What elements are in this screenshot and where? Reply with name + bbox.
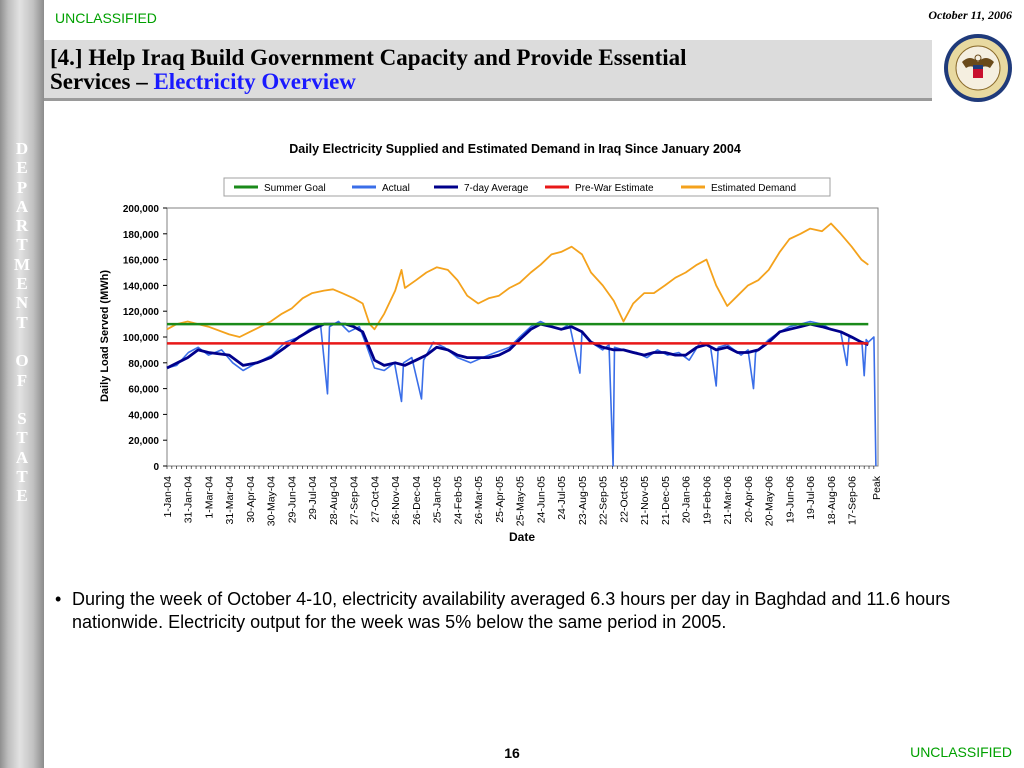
x-tick-label: 20-Jan-06 (681, 476, 693, 523)
y-tick-label: 80,000 (128, 359, 159, 370)
y-tick-label: 60,000 (128, 385, 159, 396)
y-axis-label: Daily Load Served (MWh) (99, 270, 111, 402)
title-line-2-prefix: Services – (50, 69, 154, 94)
x-tick-label: 24-Feb-05 (452, 476, 464, 525)
legend-label: 7-day Average (464, 183, 529, 194)
x-tick-label: 25-May-05 (515, 476, 527, 526)
sidebar-letter (0, 332, 44, 351)
x-tick-label: 1-Jan-04 (162, 476, 174, 518)
sidebar-letter: T (16, 467, 28, 487)
bullet-text: During the week of October 4-10, electri… (72, 589, 951, 632)
x-tick-label: 19-Jun-06 (784, 476, 796, 523)
y-tick-label: 40,000 (128, 410, 159, 421)
sidebar-letter: R (15, 216, 29, 236)
x-tick-label: 21-Dec-05 (660, 476, 672, 525)
x-tick-label: 24-Jun-05 (535, 476, 547, 523)
x-tick-label: 1-Mar-04 (203, 476, 215, 519)
x-tick-label: 31-Mar-04 (224, 476, 236, 525)
sidebar-letter (0, 390, 44, 409)
sidebar-letter: D (15, 139, 29, 158)
x-tick-label: 31-Jan-04 (183, 476, 195, 523)
x-tick-label: Peak (871, 475, 883, 500)
x-tick-label: 17-Sep-06 (847, 476, 859, 525)
y-tick-label: 160,000 (123, 256, 160, 267)
sidebar-letter: T (16, 428, 28, 448)
x-tick-label: 27-Oct-04 (369, 476, 381, 523)
electricity-chart: Daily Electricity Supplied and Estimated… (99, 142, 883, 544)
sidebar-letter: P (16, 177, 28, 197)
legend-label: Estimated Demand (711, 183, 796, 194)
x-tick-label: 30-May-04 (266, 476, 278, 526)
x-tick-label: 19-Feb-06 (701, 476, 713, 525)
x-tick-label: 21-Nov-05 (639, 476, 651, 525)
sidebar-letter: A (15, 447, 29, 467)
x-tick-label: 26-Mar-05 (473, 476, 485, 525)
title-line-2-highlight: Electricity Overview (153, 69, 356, 94)
x-tick-label: 22-Oct-05 (618, 476, 630, 523)
x-tick-label: 23-Aug-05 (577, 476, 589, 525)
legend-label: Summer Goal (264, 183, 326, 194)
classification-bottom: UNCLASSIFIED (910, 744, 1012, 760)
x-tick-label: 29-Jun-04 (286, 476, 298, 523)
y-tick-label: 180,000 (123, 230, 160, 241)
sidebar-letter: S (17, 409, 27, 429)
department-seal (932, 32, 1024, 104)
classification-top: UNCLASSIFIED (55, 10, 157, 26)
x-tick-label: 26-Dec-04 (411, 476, 423, 525)
x-tick-label: 25-Jan-05 (432, 476, 444, 523)
chart-legend: Summer Goal Actual 7-day Average Pre-War Es… (223, 177, 831, 197)
sidebar-letter: E (16, 274, 28, 294)
sidebar-letter: O (15, 351, 29, 371)
sidebar-letter: E (16, 486, 28, 506)
x-tick-label: 26-Nov-04 (390, 476, 402, 525)
x-tick-label: 22-Sep-05 (598, 476, 610, 525)
legend-label: Pre-War Estimate (575, 183, 654, 194)
y-tick-label: 100,000 (123, 333, 160, 344)
seal-icon (944, 34, 1012, 102)
chart-title: Daily Electricity Supplied and Estimated… (289, 142, 741, 156)
title-line-1: [4.] Help Iraq Build Government Capacity… (50, 45, 687, 70)
y-axis-ticks: 0 20,000 40,000 60,000 80,000 100,000 120,000 1… (123, 204, 167, 473)
x-tick-label: 18-Aug-06 (826, 476, 838, 525)
sidebar-letter: T (16, 312, 28, 332)
x-tick-label: 25-Apr-05 (494, 476, 506, 523)
x-tick-label: 28-Aug-04 (328, 476, 340, 525)
sidebar-letter: N (15, 293, 29, 313)
sidebar-letter: T (16, 235, 28, 255)
y-tick-label: 0 (153, 462, 159, 473)
x-tick-label: 21-Mar-06 (722, 476, 734, 525)
bullet-dot: • (55, 589, 62, 609)
x-tick-label: 19-Jul-06 (805, 476, 817, 520)
x-tick-label: 29-Jul-04 (307, 476, 319, 520)
y-tick-label: 20,000 (128, 436, 159, 447)
sidebar-letter: M (13, 254, 31, 274)
x-tick-label: 20-Apr-06 (743, 476, 755, 523)
legend-label: Actual (382, 183, 410, 194)
page-title: [4.] Help Iraq Build Government Capacity… (50, 46, 687, 94)
sidebar-letter: A (15, 196, 29, 216)
sidebar-letter: E (16, 158, 28, 178)
x-axis-label: Date (509, 530, 535, 544)
sidebar-letter: F (16, 370, 28, 390)
x-tick-label: 24-Jul-05 (556, 476, 568, 520)
y-tick-label: 120,000 (123, 307, 160, 318)
title-bar: [4.] Help Iraq Build Government Capacity… (44, 40, 932, 101)
y-tick-label: 200,000 (123, 204, 160, 215)
x-tick-label: 20-May-06 (764, 476, 776, 526)
page-number: 16 (504, 745, 520, 761)
legend-box (223, 177, 831, 197)
x-axis-ticks: 1-Jan-04 31-Jan-04 1-Mar-04 31-Mar-04 30-Apr… (162, 466, 883, 526)
y-tick-label: 140,000 (123, 281, 160, 292)
date-label: October 11, 2006 (928, 8, 1012, 22)
plot-area (166, 207, 879, 467)
x-tick-label: 27-Sep-04 (349, 476, 361, 525)
bullet-point: • During the week of October 4-10, elect… (55, 588, 1015, 634)
series-line-estimated-demand (166, 222, 869, 338)
x-tick-label: 30-Apr-04 (245, 476, 257, 523)
